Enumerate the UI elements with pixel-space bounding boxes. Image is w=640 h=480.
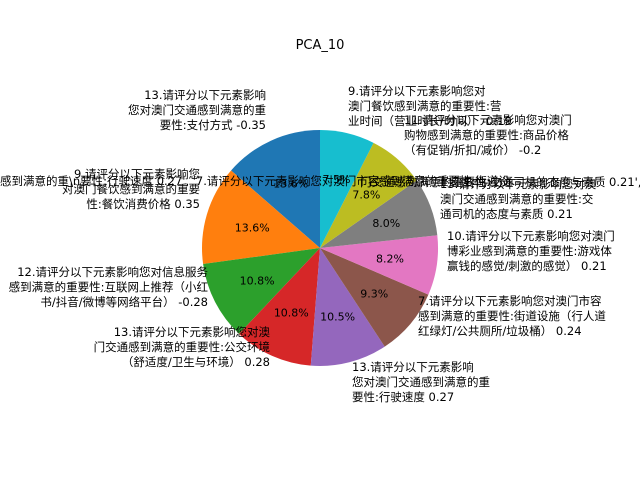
slice-label: 13.请评分以下元素影响您对澳门交通感到满意的重要性:支付方式 -0.35: [128, 88, 266, 132]
slice-label: 12.请评分以下元素影响您对信息服务感到满意的重要性:互联网上推荐（小红书/抖音…: [9, 265, 209, 309]
pie-slice: [203, 248, 320, 334]
slice-label: 10.请评分以下元素影响您对澳门博彩业感到满意的重要性:游戏体赢钱的感觉/刺激的…: [447, 229, 615, 273]
pie-slice: [320, 235, 439, 295]
pie-slice: [320, 248, 429, 347]
pie-slice: [239, 248, 320, 366]
percent-label: 8.2%: [376, 253, 404, 266]
slice-labels: 13.请评分以下元素影响您对澳门交通感到满意的重要性:支付方式 -0.35 9.请…: [9, 84, 615, 404]
percent-label: 13.6%: [235, 222, 270, 235]
percent-label: 10.8%: [240, 274, 275, 287]
chart-title: PCA_10: [296, 38, 345, 53]
slice-label: 9.请评分以下元素影响您对澳门餐饮感到满意的重要性:餐饮消费价格 0.35: [62, 167, 200, 211]
overlapping-label-texts: 感到满意的重\n要性:行驶速度 0.27', '7.请评分以下元素影响您对澳门市…: [0, 174, 640, 189]
slice-label: 7.请评分以下元素影响您对澳门市容感到满意的重要性:街道设施（行人道红绿灯/公共…: [418, 294, 606, 338]
pie-slice: [320, 142, 417, 248]
percent-label: 10.8%: [274, 307, 309, 320]
percent-label: 7.8%: [352, 189, 380, 202]
percent-labels: 13.6% 13.6% 10.8% 10.8% 10.5% 9.3% 8.2% 8.0% 7.8…: [235, 173, 404, 323]
overlap-label: 门交通感到满意的重要性:交通司机的态度与素质 0.21', '10.请评分以下元…: [360, 175, 640, 189]
slice-label: 13.请评分以下元素影响您对澳门交通感到满意的重要性:行驶速度 0.27: [352, 360, 490, 404]
percent-label: 7.5%: [323, 173, 351, 186]
slice-label: 13.请评分以下元素影响您对澳门交通感到满意的重要性:公交环境（舒适度/卫生与环…: [94, 325, 271, 369]
pie-slices: [202, 130, 439, 367]
slice-label: 13.请评分以下元素影响您对澳澳门交通感到满意的重要性:交通司机的态度与素质 0…: [440, 177, 597, 221]
percent-label: 10.5%: [320, 311, 355, 324]
overlap-label: 感到满意的重\n要性:行驶速度 0.27', '7.请评分以下元素影响您对澳门市…: [0, 174, 510, 188]
pie-slice: [320, 130, 374, 248]
pie-slice: [320, 180, 438, 248]
slice-label: 9.请评分以下元素影响您对澳门餐饮感到满意的重要性:营业时间（营业时长/时间） …: [348, 84, 512, 128]
percent-label: 9.3%: [360, 288, 388, 301]
percent-label: 8.0%: [372, 217, 400, 230]
pie-slice: [202, 170, 320, 265]
percent-label: 13.6%: [273, 178, 308, 191]
pie-slice: [231, 130, 320, 248]
pie-slice: [310, 248, 385, 367]
slice-label: 11.请评分以下元素影响您对澳门购物感到满意的重要性:商品价格（有促销/折扣/减…: [404, 113, 572, 157]
